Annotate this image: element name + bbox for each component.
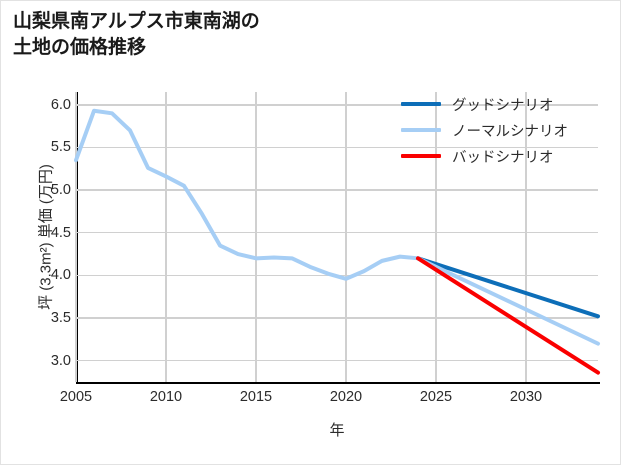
y-axis-tick-label: 3.0 xyxy=(50,352,71,369)
gridline-horizontal xyxy=(76,146,598,149)
series-line xyxy=(416,256,600,319)
gridline-horizontal xyxy=(76,189,598,191)
gridline-vertical xyxy=(75,92,77,382)
x-axis-tick-label: 2005 xyxy=(59,389,93,405)
x-axis-ticks: 2005 2010 2015 2020 2025 2030 xyxy=(60,389,598,411)
legend-item-label: グッドシナリオ xyxy=(452,97,554,114)
series-line xyxy=(416,256,600,375)
x-axis-tick-label: 2025 xyxy=(419,389,453,405)
x-axis-tick-label: 2030 xyxy=(509,389,543,405)
series-line xyxy=(74,108,420,281)
plot-frame xyxy=(76,92,600,384)
y-axis-tick-label: 5.5 xyxy=(50,139,71,156)
chart-legend: グッドシナリオ ノーマルシナリオ バッドシナリオ xyxy=(401,91,601,169)
series-line xyxy=(416,256,600,346)
legend-item[interactable]: バッドシナリオ xyxy=(401,143,601,169)
plot-area xyxy=(74,92,600,384)
legend-color-swatch xyxy=(401,102,441,106)
chart-title: 山梨県南アルプス市東南湖の 土地の価格推移 xyxy=(13,11,260,59)
legend-color-swatch xyxy=(401,154,441,158)
y-axis-tick-label: 6.0 xyxy=(50,96,71,113)
series-lines xyxy=(74,108,600,375)
gridline-vertical xyxy=(345,92,347,382)
legend-item-label: バッドシナリオ xyxy=(452,149,554,166)
gridline-horizontal xyxy=(76,359,598,362)
gridline-horizontal xyxy=(76,231,598,234)
y-axis-tick-label: 3.5 xyxy=(50,310,71,327)
gridline-vertical xyxy=(255,92,257,382)
y-axis-tick-label: 4.0 xyxy=(50,267,71,284)
x-axis-tick-label: 2010 xyxy=(149,389,183,405)
gridline-vertical xyxy=(525,92,527,382)
x-axis-tick-label: 2020 xyxy=(329,389,363,405)
legend-item[interactable]: グッドシナリオ xyxy=(401,91,601,117)
x-axis-tick-label: 2015 xyxy=(239,389,273,405)
x-axis-label: 年 xyxy=(329,422,345,439)
gridline-horizontal xyxy=(76,104,598,106)
legend-item[interactable]: ノーマルシナリオ xyxy=(401,117,601,143)
gridline-vertical xyxy=(165,92,167,382)
gridline-vertical xyxy=(435,92,437,382)
legend-color-swatch xyxy=(401,128,441,132)
y-axis-tick-label: 5.0 xyxy=(50,182,71,199)
gridline-horizontal xyxy=(76,317,598,319)
y-axis-ticks: 3.0 3.5 4.0 4.5 5.0 5.5 6.0 xyxy=(15,92,71,382)
legend-item-label: ノーマルシナリオ xyxy=(452,123,568,140)
y-axis-tick-label: 4.5 xyxy=(50,224,71,241)
